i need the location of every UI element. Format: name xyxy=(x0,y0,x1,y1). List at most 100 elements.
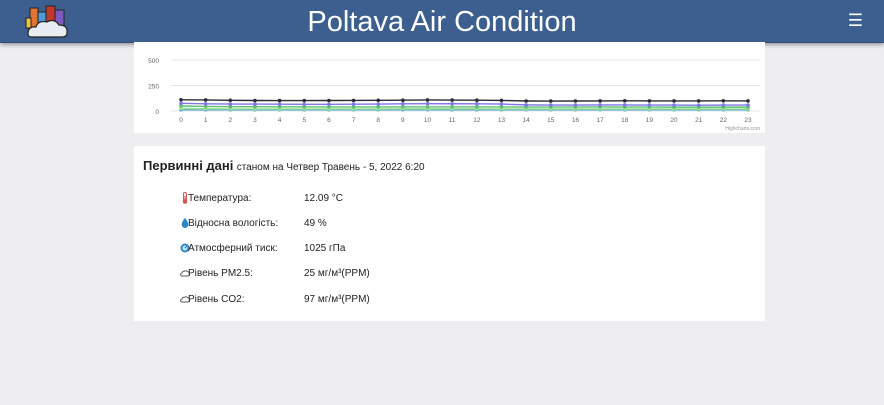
city-cloud-logo-icon[interactable] xyxy=(24,4,70,40)
data-point xyxy=(696,99,701,103)
x-tick-label: 20 xyxy=(670,117,678,124)
chart-card: 0 250 500 0 1 2 3 4 5 6 7 8 9 10 11 12 13 14 15 16 17 18 19 20 2… xyxy=(134,42,765,133)
data-point xyxy=(475,98,479,102)
data-point xyxy=(203,104,208,109)
data-point xyxy=(425,105,430,109)
menu-icon[interactable]: ☰ xyxy=(847,11,863,30)
data-point xyxy=(277,98,282,103)
data-point xyxy=(622,99,627,103)
series-line xyxy=(180,105,748,108)
x-tick-label: 12 xyxy=(473,117,481,124)
data-point xyxy=(499,98,504,103)
data-point xyxy=(401,98,405,102)
data-point xyxy=(450,98,454,102)
data-point xyxy=(647,103,652,107)
data-point xyxy=(179,101,183,106)
data-point xyxy=(203,98,208,102)
pm25-value: 25 мг/м³(PPM) xyxy=(304,268,370,279)
data-point xyxy=(647,99,652,103)
x-tick-label: 23 xyxy=(744,117,752,124)
data-point xyxy=(524,103,528,107)
humidity-label: Відносна вологість: xyxy=(188,218,279,229)
data-point xyxy=(548,99,553,103)
data-point xyxy=(746,103,750,107)
x-tick-label: 2 xyxy=(228,117,232,124)
x-tick-label: 13 xyxy=(498,117,506,124)
data-point xyxy=(746,99,750,103)
pm25-label: Рівень PM2.5: xyxy=(188,268,253,279)
x-tick-label: 18 xyxy=(621,117,629,124)
x-tick-label: 16 xyxy=(572,117,580,124)
x-tick-label: 4 xyxy=(278,117,282,124)
data-point xyxy=(721,99,726,103)
x-tick-label: 17 xyxy=(596,117,604,124)
data-title: Первинні дані xyxy=(143,158,234,173)
data-point xyxy=(573,103,578,107)
data-point xyxy=(622,103,627,107)
data-point xyxy=(277,102,282,106)
app-header: Poltava Air Condition ☰ xyxy=(0,0,884,43)
data-point xyxy=(450,105,454,109)
x-tick-label: 3 xyxy=(253,117,257,124)
data-point xyxy=(524,99,528,103)
data-point xyxy=(351,105,356,109)
y-tick-label: 0 xyxy=(155,109,159,116)
y-tick-label: 500 xyxy=(148,58,159,65)
data-point xyxy=(450,101,454,106)
data-point xyxy=(376,98,381,103)
x-tick-label: 22 xyxy=(720,117,728,124)
data-point xyxy=(253,98,257,103)
data-point xyxy=(598,103,602,107)
data-point xyxy=(277,105,282,109)
thermometer-icon xyxy=(182,192,188,204)
x-tick-label: 21 xyxy=(695,117,703,124)
y-tick-label: 250 xyxy=(148,84,159,91)
series-line xyxy=(180,107,748,110)
co2-label: Рівень CO2: xyxy=(188,294,245,305)
humidity-value: 49 % xyxy=(304,218,327,229)
data-point xyxy=(425,98,430,102)
chart-credit: Highcharts.com xyxy=(725,126,760,132)
series-line xyxy=(180,99,749,102)
data-point xyxy=(179,104,183,108)
data-point xyxy=(696,103,701,107)
x-tick-label: 0 xyxy=(179,117,183,124)
x-tick-label: 11 xyxy=(449,117,456,124)
data-point xyxy=(475,102,479,106)
data-point xyxy=(401,105,405,109)
data-point xyxy=(672,103,676,107)
data-point xyxy=(302,102,307,107)
x-tick-label: 1 xyxy=(204,117,208,124)
data-point xyxy=(253,104,257,109)
x-tick-label: 5 xyxy=(302,117,306,124)
data-point xyxy=(203,102,208,106)
x-tick-label: 19 xyxy=(646,117,654,124)
temperature-label: Температура: xyxy=(188,193,252,204)
data-point xyxy=(548,103,553,107)
data-point xyxy=(376,105,381,109)
x-tick-label: 6 xyxy=(327,117,331,124)
data-point xyxy=(179,97,183,102)
water-drop-icon xyxy=(181,217,189,228)
data-point xyxy=(302,105,307,109)
data-point xyxy=(253,102,257,106)
x-tick-label: 8 xyxy=(376,117,380,124)
data-point xyxy=(499,102,504,106)
series-line xyxy=(180,102,748,106)
data-point xyxy=(351,98,356,103)
cloud-icon xyxy=(180,296,190,303)
pressure-gauge-icon xyxy=(180,243,190,253)
x-tick-label: 9 xyxy=(401,117,405,124)
data-point xyxy=(598,99,602,103)
data-point xyxy=(499,105,504,109)
data-point xyxy=(228,102,233,106)
data-point xyxy=(721,103,726,107)
x-tick-label: 10 xyxy=(424,117,432,124)
page-title: Poltava Air Condition xyxy=(307,6,577,38)
data-point xyxy=(475,105,479,109)
data-point xyxy=(228,98,233,103)
data-point xyxy=(425,101,430,106)
data-point xyxy=(401,102,405,106)
pressure-label: Атмосферний тиск: xyxy=(188,243,278,254)
